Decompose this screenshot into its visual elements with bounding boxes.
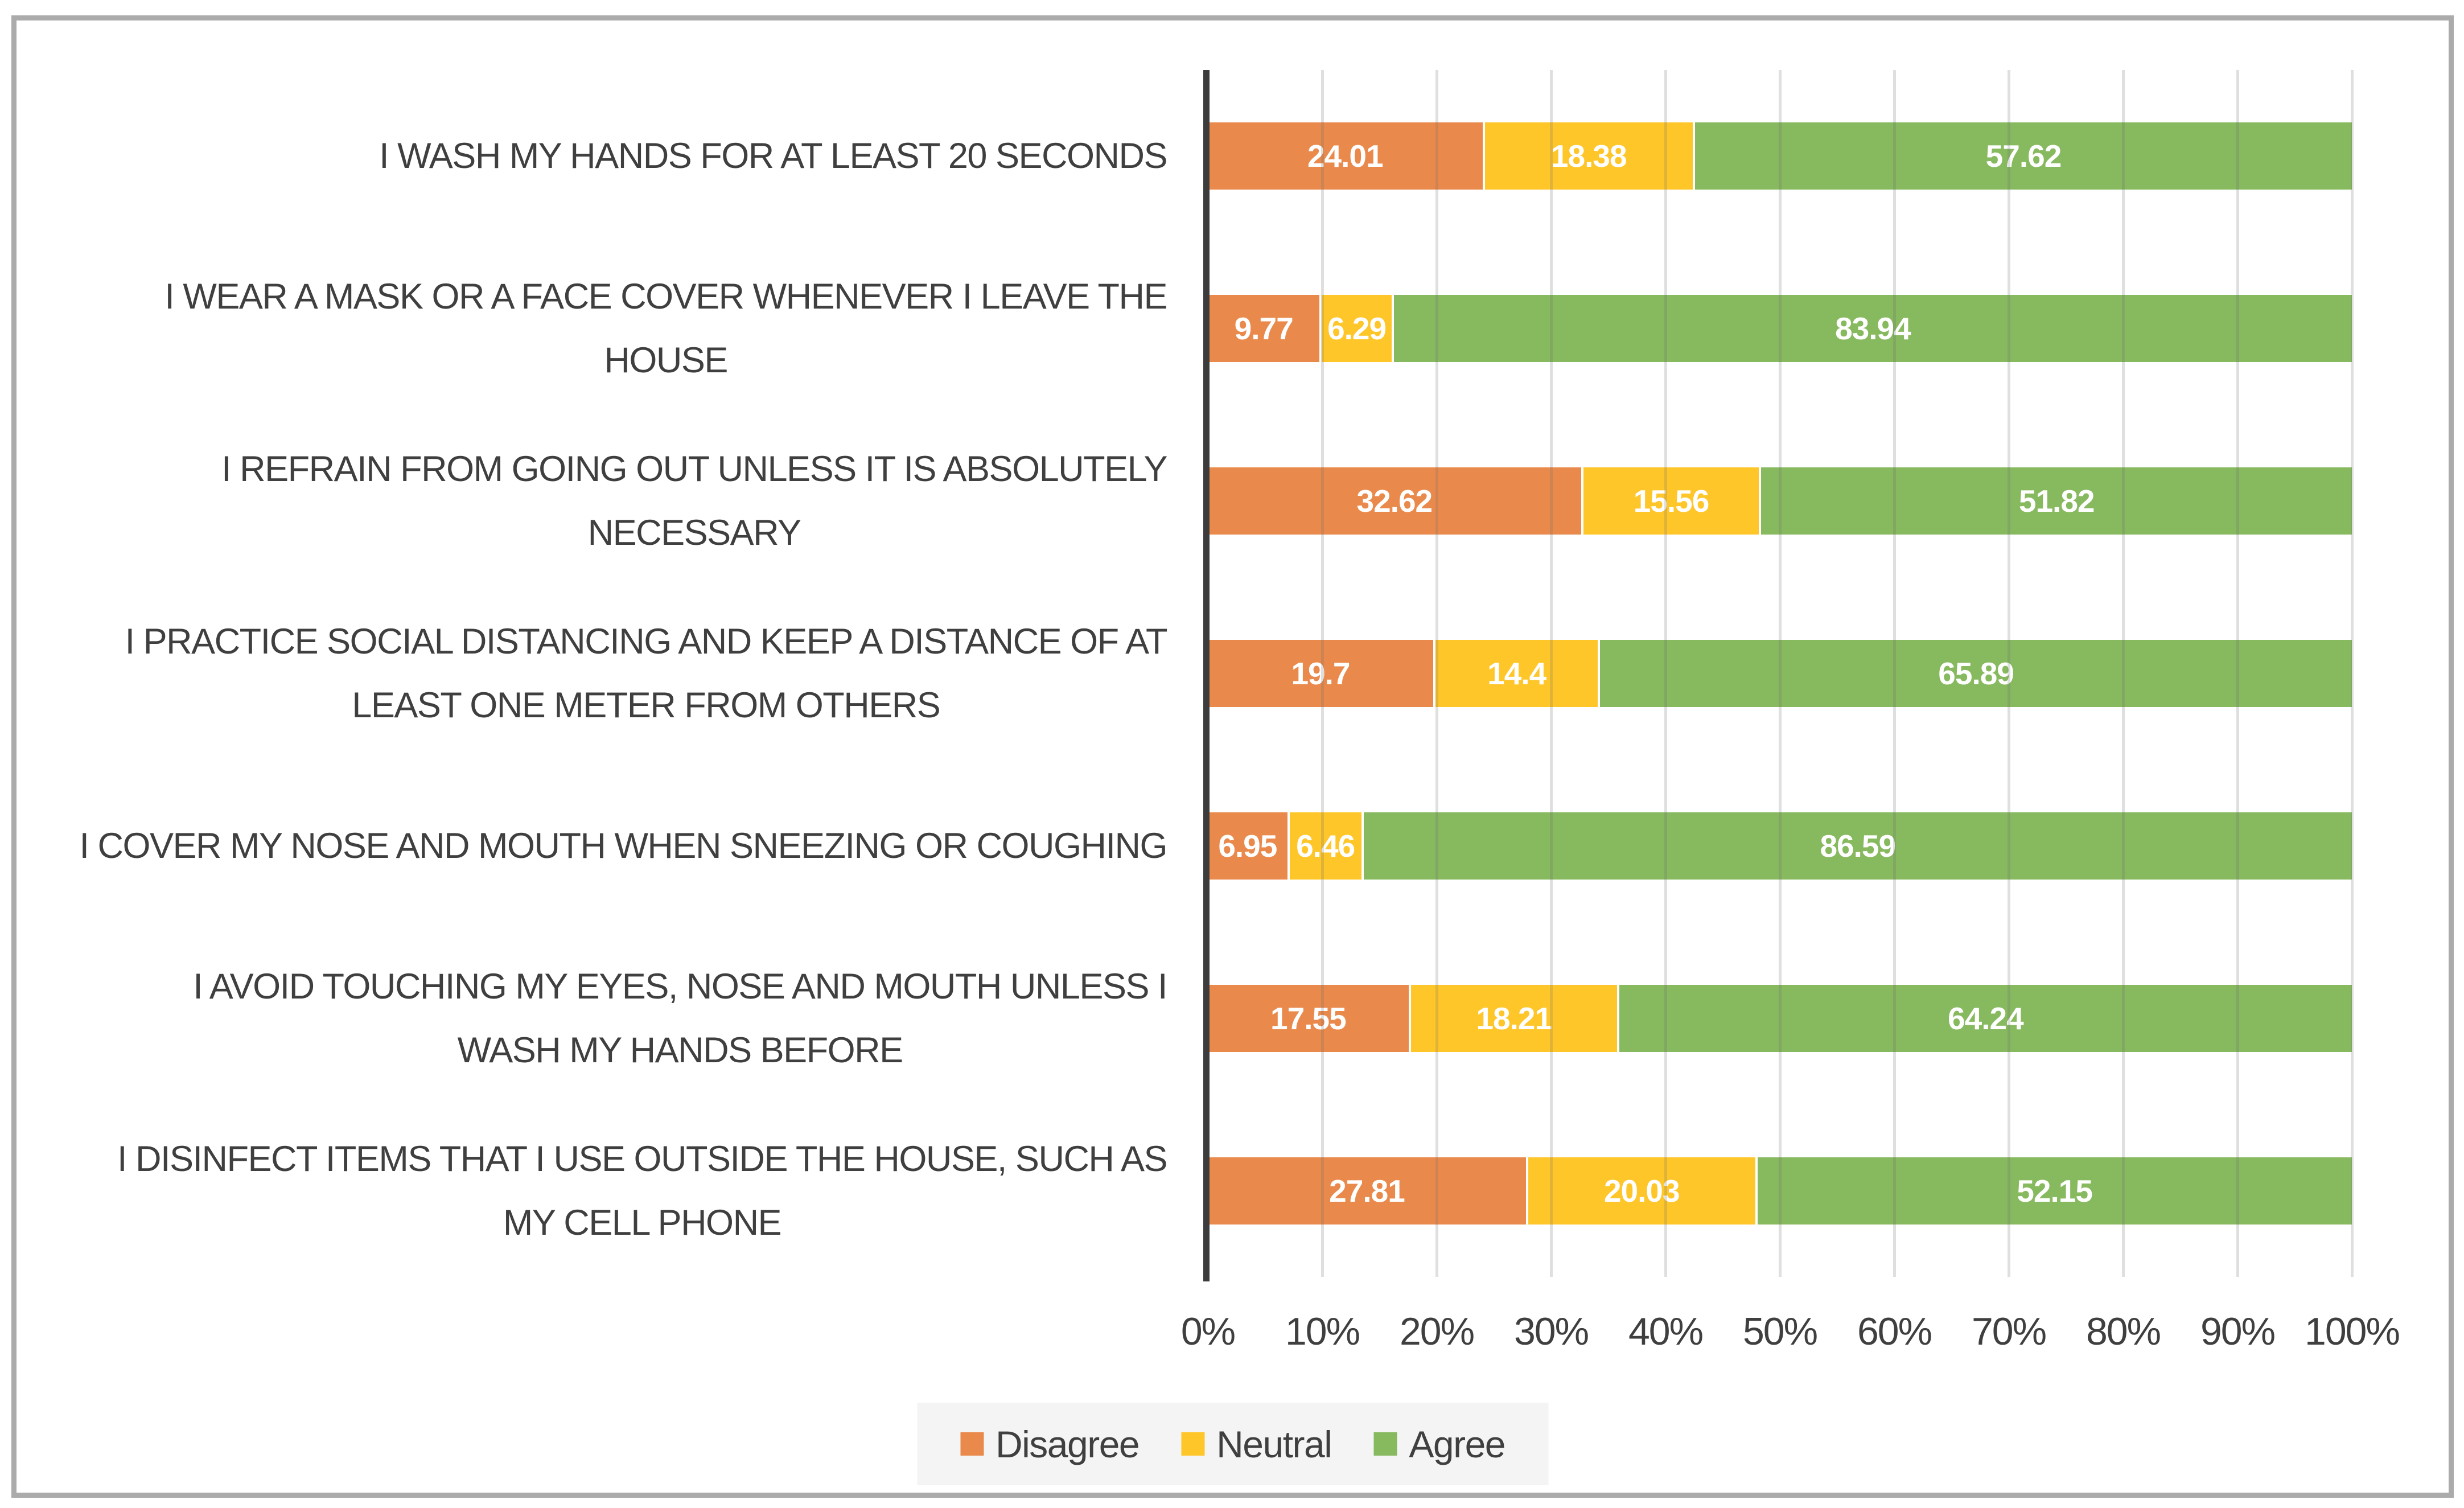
bar-segment-agree: 52.15 bbox=[1755, 1157, 2352, 1225]
legend-label: Neutral bbox=[1216, 1423, 1332, 1465]
bar-segment-disagree: 24.01 bbox=[1208, 122, 1483, 190]
category-label: I COVER MY NOSE AND MOUTH WHEN SNEEZING … bbox=[79, 825, 1168, 866]
legend-label: Agree bbox=[1409, 1423, 1505, 1465]
gridline bbox=[1664, 70, 1667, 1277]
chart-frame: I WASH MY HANDS FOR AT LEAST 20 SECONDS 2… bbox=[11, 15, 2454, 1498]
bar-segment-disagree: 32.62 bbox=[1208, 467, 1581, 535]
gridline bbox=[1435, 70, 1438, 1277]
value-label: 51.82 bbox=[2018, 483, 2095, 519]
bar-segment-disagree: 27.81 bbox=[1208, 1157, 1526, 1225]
bar-segment-neutral: 20.03 bbox=[1525, 1157, 1755, 1225]
value-label: 64.24 bbox=[1948, 1000, 2024, 1036]
value-label: 6.29 bbox=[1327, 311, 1387, 347]
legend-item-agree: Agree bbox=[1373, 1423, 1506, 1466]
bar-segment-neutral: 18.38 bbox=[1482, 122, 1693, 190]
x-tick-label: 100% bbox=[2305, 1310, 2400, 1353]
gridline bbox=[1893, 70, 1896, 1277]
value-label: 86.59 bbox=[1820, 828, 1896, 864]
value-label: 15.56 bbox=[1633, 483, 1710, 519]
value-label: 14.4 bbox=[1487, 656, 1546, 691]
value-label: 18.21 bbox=[1476, 1000, 1552, 1036]
gridline bbox=[1778, 70, 1782, 1277]
category-label: I WASH MY HANDS FOR AT LEAST 20 SECONDS bbox=[379, 136, 1167, 176]
value-label: 27.81 bbox=[1329, 1173, 1405, 1209]
x-tick-label: 90% bbox=[2200, 1310, 2276, 1353]
bar-row: 19.7 14.4 65.89 bbox=[1208, 640, 2352, 707]
bar-row: 32.62 15.56 51.82 bbox=[1208, 467, 2352, 535]
bar-segment-disagree: 6.95 bbox=[1208, 812, 1287, 880]
category-label: I WEAR A MASK OR A FACE COVER WHENEVER I… bbox=[164, 277, 1167, 381]
x-tick-label: 0% bbox=[1180, 1310, 1236, 1353]
gridline bbox=[2007, 70, 2010, 1277]
legend: Disagree Neutral Agree bbox=[916, 1403, 1549, 1485]
legend-item-disagree: Disagree bbox=[960, 1423, 1140, 1466]
bar-segment-neutral: 6.29 bbox=[1319, 295, 1392, 363]
value-label: 57.62 bbox=[1985, 138, 2062, 174]
bar-segment-agree: 64.24 bbox=[1616, 984, 2352, 1052]
value-label: 83.94 bbox=[1835, 311, 1911, 347]
bar-row: 6.95 6.46 86.59 bbox=[1208, 812, 2352, 880]
value-label: 20.03 bbox=[1603, 1173, 1680, 1209]
gridline bbox=[2236, 70, 2239, 1277]
x-tick-label: 20% bbox=[1399, 1310, 1475, 1353]
axis-line bbox=[1203, 70, 1210, 1281]
x-tick-label: 60% bbox=[1857, 1310, 1932, 1353]
gridline bbox=[2350, 70, 2354, 1277]
value-label: 6.46 bbox=[1296, 828, 1355, 864]
bar-segment-neutral: 6.46 bbox=[1287, 812, 1361, 880]
gridline bbox=[1321, 70, 1324, 1277]
category-label: I AVOID TOUCHING MY EYES, NOSE AND MOUTH… bbox=[193, 966, 1167, 1070]
bar-segment-neutral: 15.56 bbox=[1581, 467, 1759, 535]
bar-segment-disagree: 19.7 bbox=[1208, 640, 1433, 707]
x-tick-label: 10% bbox=[1285, 1310, 1360, 1353]
disagree-swatch bbox=[960, 1432, 984, 1456]
agree-swatch bbox=[1373, 1432, 1397, 1456]
bar-row: 9.77 6.29 83.94 bbox=[1208, 295, 2352, 363]
bar-segment-disagree: 9.77 bbox=[1208, 295, 1320, 363]
bar-row: 27.81 20.03 52.15 bbox=[1208, 1157, 2352, 1225]
bar-segment-agree: 83.94 bbox=[1391, 295, 2352, 363]
bar-segment-neutral: 18.21 bbox=[1408, 984, 1617, 1052]
bar-row: 24.01 18.38 57.62 bbox=[1208, 122, 2352, 190]
bar-segment-neutral: 14.4 bbox=[1433, 640, 1598, 707]
bar-segment-disagree: 17.55 bbox=[1208, 984, 1409, 1052]
value-label: 19.7 bbox=[1291, 656, 1350, 691]
value-label: 24.01 bbox=[1307, 138, 1384, 174]
legend-item-neutral: Neutral bbox=[1181, 1423, 1332, 1466]
value-label: 9.77 bbox=[1234, 311, 1294, 347]
legend-label: Disagree bbox=[995, 1423, 1140, 1465]
category-label: I PRACTICE SOCIAL DISTANCING AND KEEP A … bbox=[125, 621, 1168, 725]
value-label: 52.15 bbox=[2017, 1173, 2093, 1209]
bar-row: 17.55 18.21 64.24 bbox=[1208, 984, 2352, 1052]
category-label: I DISINFECT ITEMS THAT I USE OUTSIDE THE… bbox=[117, 1139, 1167, 1243]
value-label: 65.89 bbox=[1938, 656, 2014, 691]
bar-segment-agree: 51.82 bbox=[1759, 467, 2352, 535]
x-tick-label: 70% bbox=[1971, 1310, 2047, 1353]
bar-segment-agree: 65.89 bbox=[1598, 640, 2352, 707]
x-tick-label: 40% bbox=[1628, 1310, 1704, 1353]
x-tick-label: 50% bbox=[1742, 1310, 1818, 1353]
bar-segment-agree: 57.62 bbox=[1692, 122, 2352, 190]
value-label: 32.62 bbox=[1356, 483, 1433, 519]
category-label: I REFRAIN FROM GOING OUT UNLESS IT IS AB… bbox=[221, 449, 1167, 553]
value-label: 6.95 bbox=[1218, 828, 1277, 864]
gridline bbox=[2121, 70, 2125, 1277]
value-label: 18.38 bbox=[1550, 138, 1627, 174]
x-tick-label: 30% bbox=[1513, 1310, 1589, 1353]
value-label: 17.55 bbox=[1270, 1000, 1347, 1036]
bar-segment-agree: 86.59 bbox=[1361, 812, 2352, 880]
neutral-swatch bbox=[1181, 1432, 1205, 1456]
x-tick-label: 80% bbox=[2085, 1310, 2161, 1353]
gridline bbox=[1549, 70, 1553, 1277]
